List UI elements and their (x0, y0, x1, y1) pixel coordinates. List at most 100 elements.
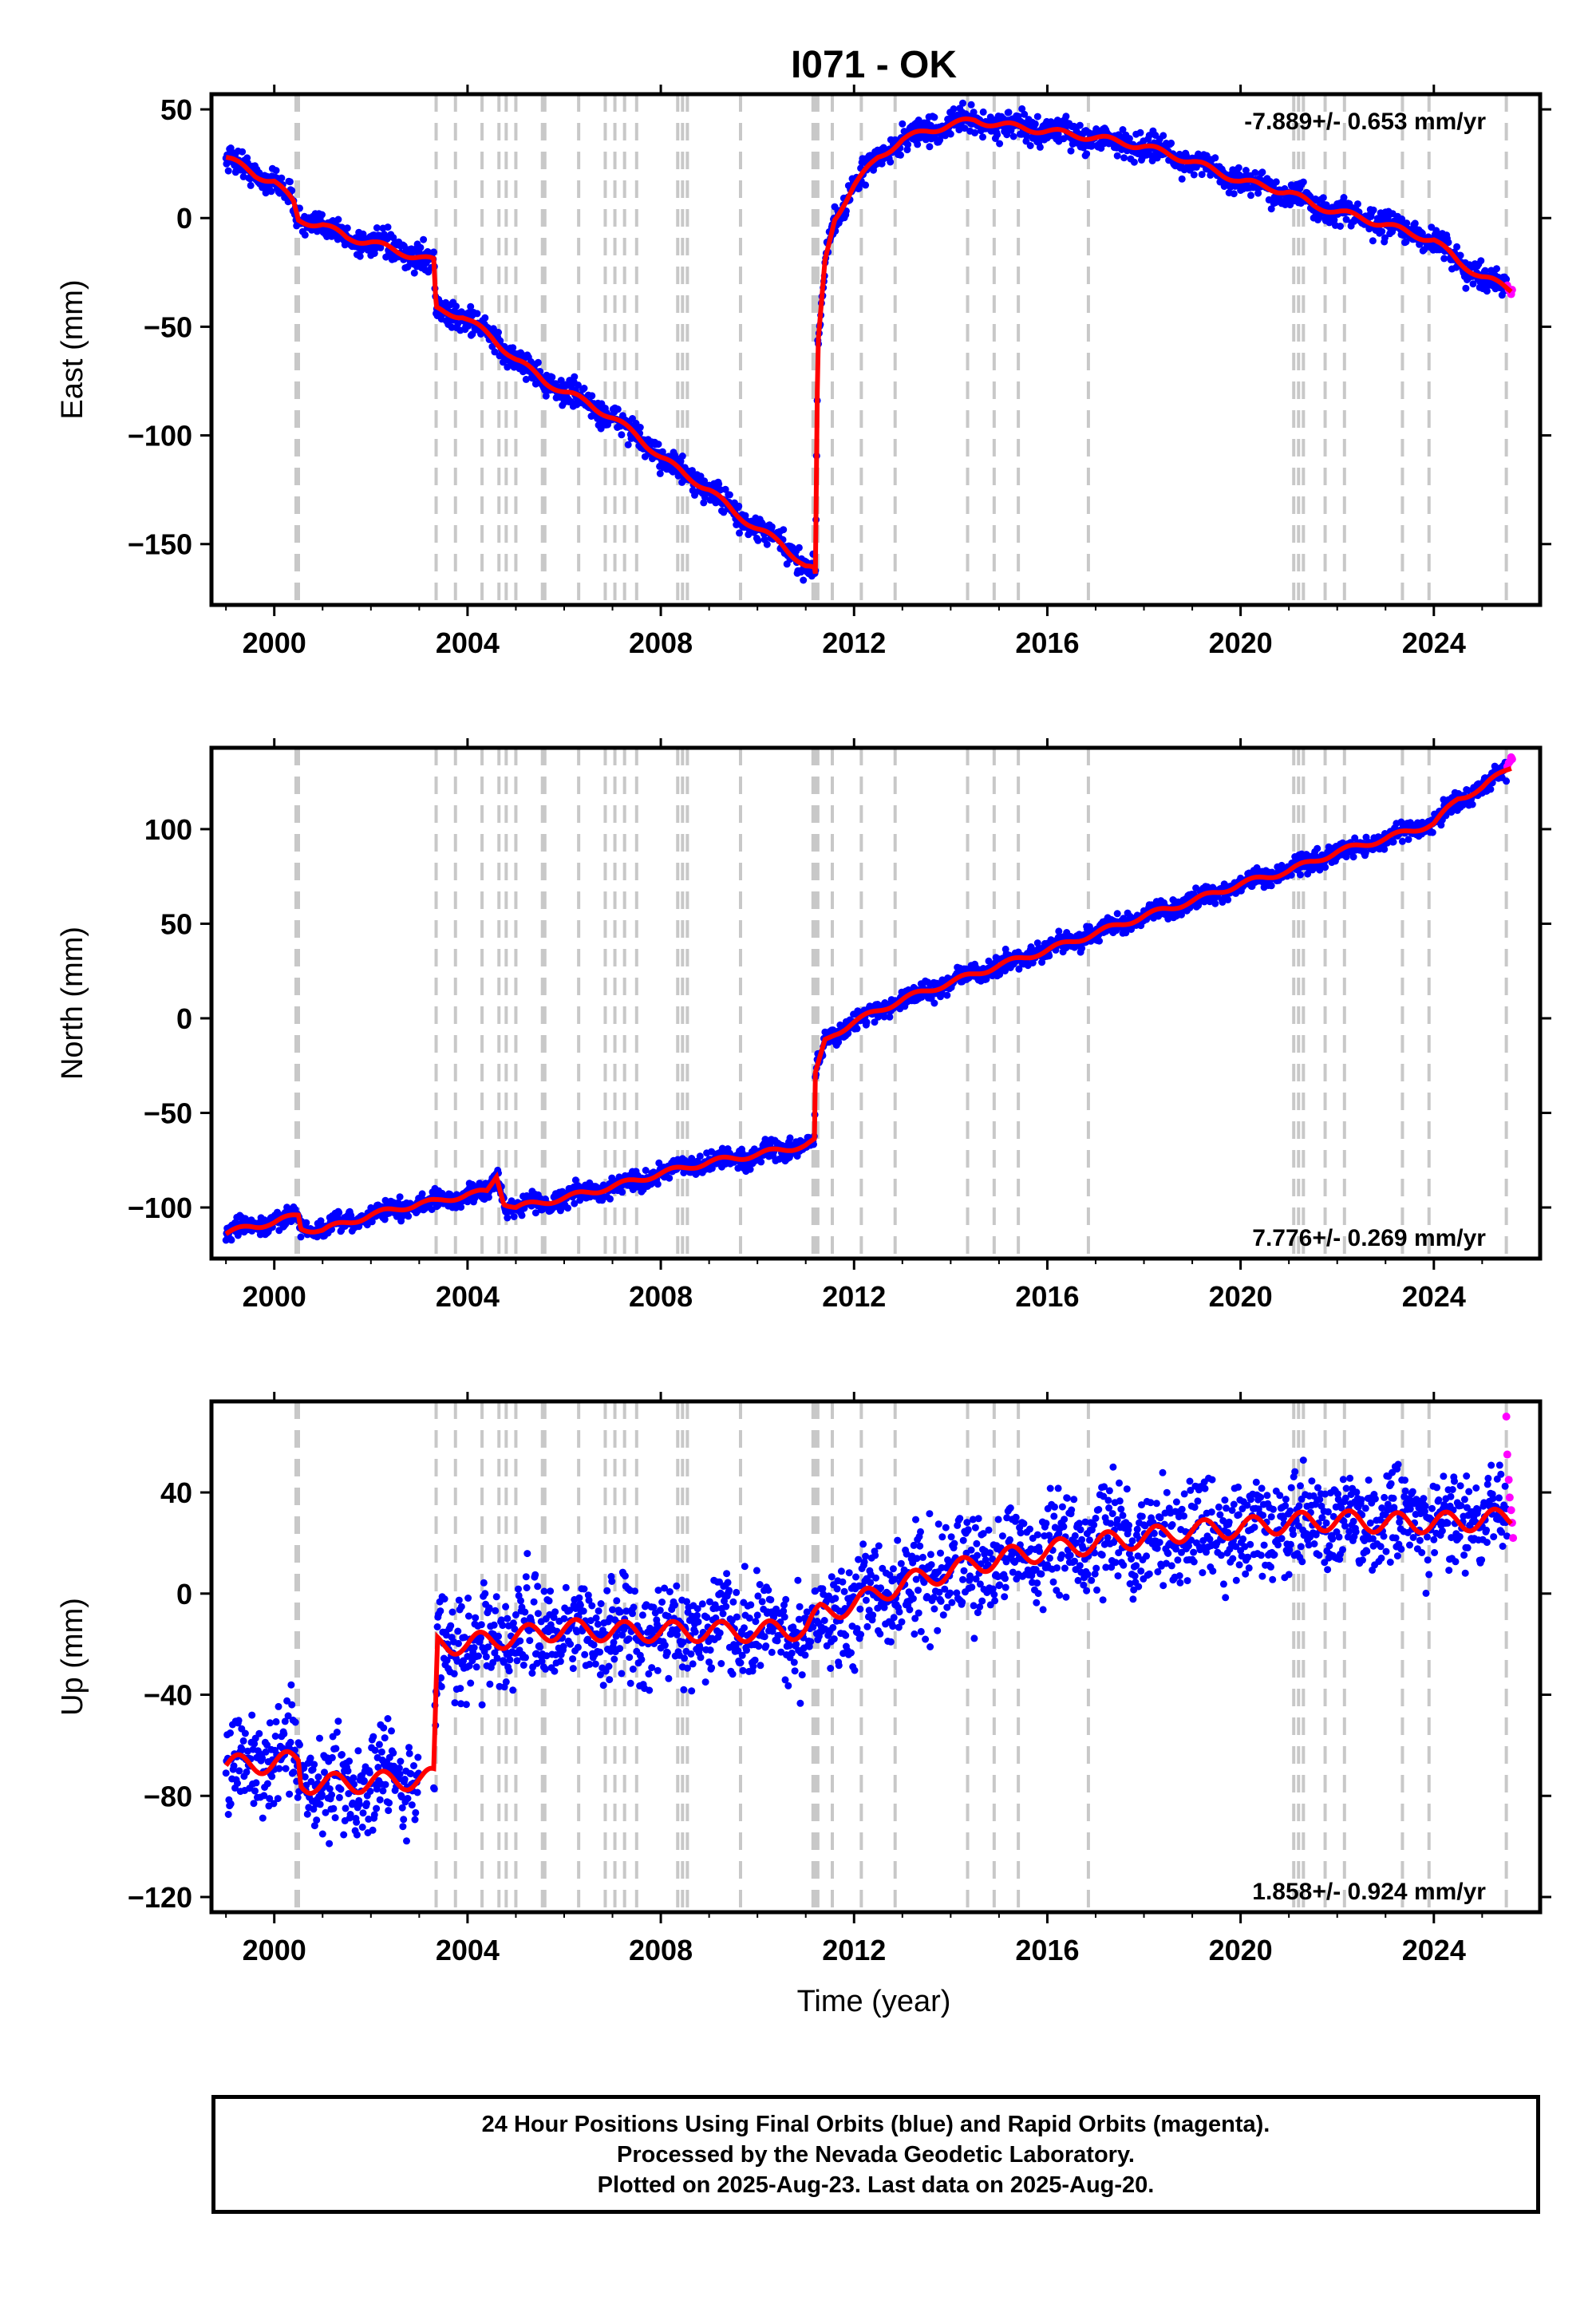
x-tick-label: 2008 (629, 1280, 693, 1313)
final-point (588, 392, 596, 400)
final-point (1493, 265, 1500, 273)
final-point (270, 1800, 278, 1808)
final-point (904, 140, 912, 148)
final-point (880, 1013, 888, 1021)
final-point (971, 128, 979, 136)
final-point (574, 381, 582, 389)
final-point (1211, 899, 1219, 907)
final-point (356, 252, 364, 260)
final-point (1076, 121, 1084, 129)
final-point (1444, 239, 1452, 247)
final-point (534, 358, 542, 366)
north-model-line (224, 766, 1512, 1236)
final-point (318, 1830, 326, 1838)
final-point (375, 1741, 383, 1749)
final-point (250, 1800, 258, 1808)
final-point (1067, 147, 1075, 155)
final-point (654, 1180, 662, 1188)
final-point (1178, 911, 1185, 919)
final-point (967, 101, 975, 109)
east-plot-frame (209, 92, 1543, 607)
final-point (502, 1603, 510, 1611)
final-point (624, 441, 632, 449)
final-point (335, 1793, 343, 1801)
final-point (234, 1780, 241, 1787)
final-point (863, 1018, 871, 1026)
final-point (331, 1814, 339, 1822)
final-point (1254, 189, 1262, 197)
final-point (509, 1619, 517, 1627)
final-point (1468, 800, 1476, 808)
final-point (484, 1193, 492, 1201)
final-point (492, 1607, 500, 1614)
x-tick-label: 2000 (243, 626, 306, 659)
final-point (735, 502, 743, 510)
final-point (373, 224, 381, 231)
rapid-point (1507, 755, 1516, 764)
final-point (334, 1717, 342, 1725)
final-point (454, 320, 462, 327)
final-point (1362, 833, 1370, 841)
final-point (1005, 109, 1013, 117)
y-tick-label: −100 (128, 1192, 192, 1224)
final-point (314, 1773, 322, 1781)
final-point (316, 1734, 323, 1742)
final-point (282, 1219, 290, 1227)
final-point (1287, 871, 1295, 879)
final-point (480, 1579, 488, 1587)
final-point (282, 1765, 290, 1773)
final-point (1009, 132, 1017, 140)
final-point (961, 124, 969, 132)
final-point (347, 1211, 355, 1219)
final-point (286, 1738, 294, 1746)
final-point (259, 1754, 267, 1762)
final-point (548, 373, 556, 381)
final-point (1062, 113, 1070, 121)
final-point (358, 1824, 366, 1831)
final-point (475, 1652, 482, 1660)
north-final-points (222, 758, 1511, 1244)
y-tick-label: 100 (144, 813, 192, 846)
final-point (946, 130, 954, 138)
final-point (1258, 168, 1266, 176)
final-point (350, 1780, 358, 1788)
final-point (345, 1790, 353, 1797)
final-point (365, 1769, 373, 1777)
final-point (379, 1787, 387, 1795)
x-tick-label: 2020 (1209, 1280, 1273, 1313)
up-final-points (222, 1456, 1511, 1848)
final-point (518, 1211, 526, 1219)
final-point (275, 1702, 282, 1710)
final-point (430, 1784, 438, 1792)
final-point (1321, 864, 1329, 871)
final-point (492, 1593, 500, 1601)
final-point (410, 1762, 417, 1769)
up-panel: 2000 2004 2008 2012 2016 2020 2024400−40−80−12… (56, 1392, 1551, 1966)
final-point (502, 1678, 510, 1686)
x-tick-label: 2016 (1015, 626, 1079, 659)
final-point (1361, 849, 1369, 857)
final-point (757, 1158, 765, 1166)
final-point (955, 126, 963, 134)
final-point (531, 1209, 539, 1217)
final-point (346, 1811, 354, 1818)
final-point (1055, 927, 1063, 935)
final-point (490, 1621, 498, 1629)
final-point (1378, 227, 1386, 235)
final-point (408, 1801, 416, 1809)
final-point (1398, 215, 1406, 223)
final-point (363, 1800, 370, 1808)
final-point (510, 1213, 518, 1220)
final-point (239, 1746, 247, 1753)
final-point (354, 1747, 362, 1755)
final-point (862, 181, 870, 189)
final-point (741, 512, 749, 520)
final-point (597, 425, 605, 433)
final-point (359, 1809, 367, 1817)
final-point (224, 167, 232, 175)
final-point (780, 526, 788, 534)
final-point (478, 1701, 486, 1709)
final-point (353, 1818, 361, 1826)
final-point (1178, 175, 1186, 183)
final-point (1462, 284, 1470, 292)
